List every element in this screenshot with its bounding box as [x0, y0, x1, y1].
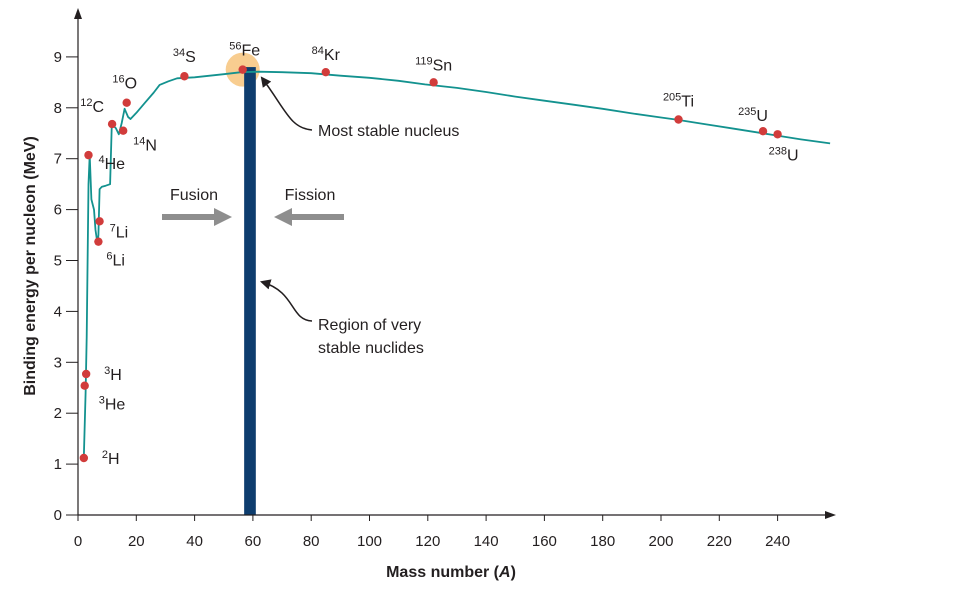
y-axis-arrow	[74, 8, 82, 19]
nuclide-point-3he	[80, 381, 89, 390]
nuclide-label-235u: 235U	[738, 106, 768, 125]
nuclide-label-3h: 3H	[104, 365, 122, 384]
stable-region-label-line2: stable nuclides	[318, 340, 424, 357]
nuclide-point-14n	[118, 126, 128, 135]
nuclide-point-6li	[94, 237, 103, 246]
x-tick-label-80: 80	[303, 533, 320, 550]
nuclide-point-235u	[758, 127, 768, 136]
x-axis-arrow	[825, 511, 836, 519]
x-tick-label-240: 240	[765, 533, 790, 550]
fusion-label: Fusion	[170, 187, 218, 204]
y-tick-label-6: 6	[54, 202, 62, 219]
nuclide-point-7li	[95, 217, 104, 226]
nuclide-point-16o	[122, 98, 131, 107]
nuclide-label-7li: 7Li	[110, 222, 129, 241]
nuclide-label-2h: 2H	[102, 449, 120, 468]
nuclide-label-6li: 6Li	[106, 251, 125, 270]
nuclide-point-84kr	[321, 67, 330, 77]
x-tick-label-100: 100	[357, 533, 382, 550]
most-stable-label: Most stable nucleus	[318, 123, 459, 140]
x-tick-label-40: 40	[186, 533, 203, 550]
x-tick-label-0: 0	[74, 533, 82, 550]
nuclide-point-56fe	[238, 65, 247, 74]
y-tick-label-0: 0	[54, 507, 62, 524]
most-stable-pointer	[260, 76, 313, 131]
stable-region-label-line1: Region of very	[318, 317, 421, 334]
nuclide-point-12c	[107, 119, 117, 129]
x-tick-label-120: 120	[415, 533, 440, 550]
nuclide-point-4he	[84, 150, 93, 160]
x-tick-label-20: 20	[128, 533, 145, 550]
nuclide-point-34s	[180, 72, 189, 81]
y-tick-label-2: 2	[54, 405, 62, 422]
stable-region-band	[244, 67, 256, 515]
y-tick-label-1: 1	[54, 456, 62, 473]
fission-label: Fission	[285, 187, 336, 204]
nuclide-label-3he: 3He	[99, 395, 126, 414]
nuclide-label-205ti: 205Ti	[663, 92, 694, 111]
fission-arrow	[274, 208, 344, 226]
nuclide-point-238u	[773, 130, 782, 139]
y-axis-title: Binding energy per nucleon (MeV)	[22, 136, 39, 396]
nuclide-point-119sn	[429, 78, 438, 87]
x-tick-label-200: 200	[648, 533, 673, 550]
nuclide-label-238u: 238U	[769, 145, 799, 164]
y-tick-label-5: 5	[54, 253, 62, 270]
x-tick-label-140: 140	[474, 533, 499, 550]
nuclide-label-34s: 34S	[173, 47, 196, 66]
fusion-arrow	[162, 208, 232, 226]
nuclide-point-205ti	[674, 115, 683, 124]
nuclide-label-84kr: 84Kr	[312, 45, 341, 64]
x-axis-title: Mass number (A)	[386, 564, 516, 581]
x-tick-label-220: 220	[707, 533, 732, 550]
nuclide-label-56fe: 56Fe	[229, 41, 260, 60]
nuclide-label-4he: 4He	[98, 154, 125, 173]
nuclide-point-3h	[81, 369, 91, 379]
y-tick-label-3: 3	[54, 354, 62, 371]
nuclide-label-16o: 16O	[112, 74, 137, 93]
nuclide-label-14n: 14N	[133, 136, 157, 155]
x-tick-label-60: 60	[245, 533, 262, 550]
nuclide-label-12c: 12C	[80, 97, 104, 116]
x-tick-label-180: 180	[590, 533, 615, 550]
stable-region-pointer	[259, 279, 313, 322]
y-tick-label-9: 9	[54, 49, 62, 66]
x-tick-label-160: 160	[532, 533, 557, 550]
y-tick-label-4: 4	[54, 303, 62, 320]
nuclide-point-2h	[79, 453, 89, 463]
nuclide-label-119sn: 119Sn	[415, 55, 452, 74]
y-tick-label-8: 8	[54, 100, 62, 117]
y-tick-label-7: 7	[54, 151, 62, 168]
